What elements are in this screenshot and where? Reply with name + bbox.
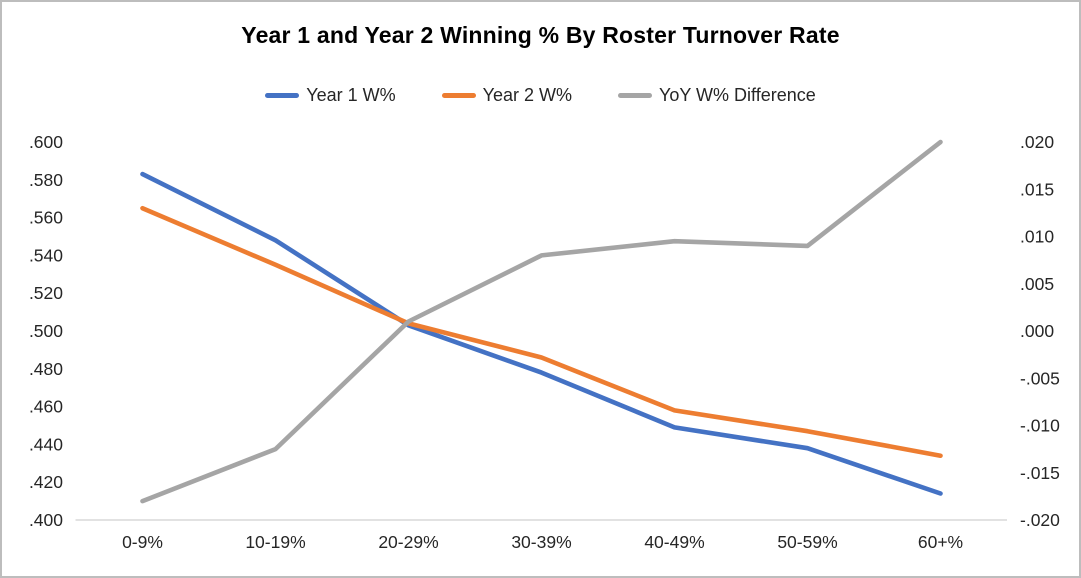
legend-item-yoy-difference: YoY W% Difference [618, 85, 816, 106]
x-axis-category-label: 60+% [918, 532, 963, 552]
series-line-year-1-w- [140, 171, 943, 496]
right-axis-tick-label: -.015 [1020, 463, 1060, 483]
chart-title: Year 1 and Year 2 Winning % By Roster Tu… [241, 22, 840, 48]
x-axis-category-label: 10-19% [245, 532, 305, 552]
legend-swatch-yoy-difference [618, 93, 652, 98]
right-axis-tick-label: .010 [1020, 227, 1054, 247]
legend-swatch-year1 [265, 93, 300, 98]
legend-item-year2-w: Year 2 W% [441, 85, 572, 106]
left-axis-tick-label: .420 [29, 472, 63, 492]
right-axis-tick-label: .005 [1020, 274, 1054, 294]
left-axis-tick-label: .600 [29, 132, 63, 152]
legend-label-yoy-difference: YoY W% Difference [659, 85, 816, 105]
left-axis-tick-label: .440 [29, 434, 63, 454]
left-axis-tick-label: .580 [29, 170, 63, 190]
chart-legend: Year 1 W% Year 2 W% YoY W% Difference [2, 85, 1079, 106]
legend-item-year1-w: Year 1 W% [265, 85, 396, 106]
left-axis-tick-label: .480 [29, 359, 63, 379]
left-axis-tick-label: .500 [29, 321, 63, 341]
series-line-year-2-w- [140, 205, 943, 459]
series-line-yoy-w-difference [140, 139, 943, 504]
left-axis-tick-label: .540 [29, 245, 63, 265]
legend-swatch-year2 [441, 93, 476, 98]
right-axis-tick-label: -.005 [1020, 368, 1060, 388]
left-axis-tick-label: .400 [29, 510, 63, 530]
x-axis-category-label: 50-59% [777, 532, 837, 552]
right-axis-tick-label: -.020 [1020, 510, 1060, 530]
right-axis-tick-label: .015 [1020, 179, 1054, 199]
legend-label-year2: Year 2 W% [482, 85, 572, 105]
x-axis-category-label: 0-9% [122, 532, 163, 552]
x-axis-category-label: 40-49% [644, 532, 704, 552]
x-axis-category-label: 30-39% [511, 532, 571, 552]
x-axis-category-label: 20-29% [378, 532, 438, 552]
right-axis-tick-label: -.010 [1020, 416, 1060, 436]
right-axis-tick-label: .000 [1020, 321, 1054, 341]
left-axis-tick-label: .460 [29, 397, 63, 417]
left-axis-tick-label: .560 [29, 208, 63, 228]
legend-label-year1: Year 1 W% [306, 85, 396, 105]
right-axis-tick-label: .020 [1020, 132, 1054, 152]
left-axis-tick-label: .520 [29, 283, 63, 303]
